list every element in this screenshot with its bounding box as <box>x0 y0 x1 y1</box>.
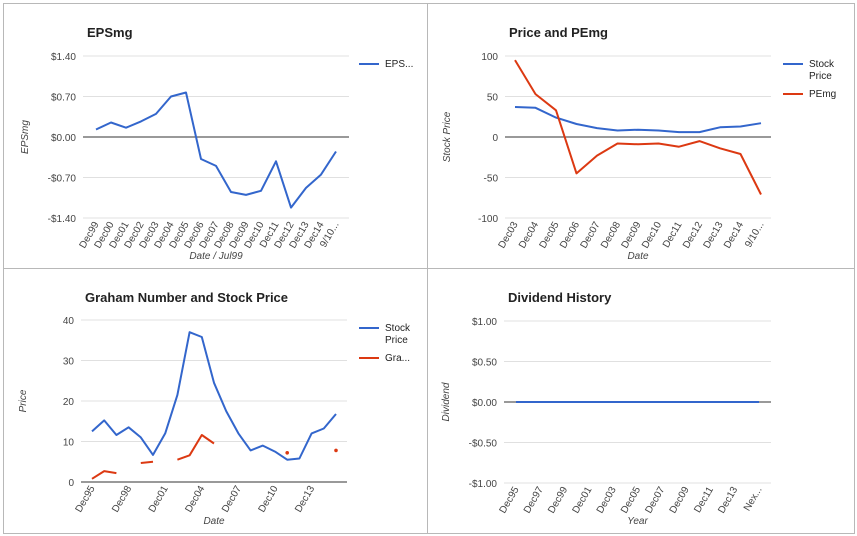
eps-chart-panel: EPSmg $1.40 $0.70 $0.00 -$0.70 -$1.40 EPSmg Dec… <box>3 3 428 269</box>
dividend-chart-panel: Dividend History $1.00 $0.50 $0.00 -$0.50 -$1… <box>427 268 855 534</box>
graham-chart-panel: Graham Number and Stock Price 40 30 20 10 0 Pr… <box>3 268 428 534</box>
legend-label: Price <box>809 71 832 82</box>
y-tick-label: $0.00 <box>51 133 76 144</box>
legend-label: Price <box>385 335 408 346</box>
price-pe-chart-panel: Price and PEmg 100 50 0 -50 -100 Stock Price De… <box>427 3 855 269</box>
x-tick-label: Dec10 <box>640 220 664 251</box>
chart-svg: Dividend History $1.00 $0.50 $0.00 -$0.50 -$1… <box>441 290 771 527</box>
chart-title: Dividend History <box>508 290 612 305</box>
x-tick-label: Dec05 <box>619 485 643 516</box>
x-tick-label: Dec99 <box>546 485 570 516</box>
y-tick-label: $0.00 <box>472 398 497 409</box>
chart-svg: EPSmg$1.40$0.70$0.00-$0.70-$1.40EPSmgDec… <box>20 25 413 262</box>
y-axis-label: Price <box>18 389 29 412</box>
y-tick-label: 0 <box>68 478 74 489</box>
x-tick-label: Dec01 <box>571 485 595 516</box>
x-tick-label: 9/10... <box>743 220 766 250</box>
y-tick-label: 40 <box>63 316 75 327</box>
x-axis-label: Date <box>203 516 225 527</box>
legend-label: Gra... <box>385 353 410 364</box>
y-axis-label: EPSmg <box>20 120 31 154</box>
y-tick-label: 50 <box>487 93 499 104</box>
x-tick-label: Dec14 <box>722 220 746 251</box>
x-tick-label: Dec04 <box>183 484 207 515</box>
y-tick-label: -$0.50 <box>469 439 498 450</box>
y-tick-label: $0.70 <box>51 93 76 104</box>
x-tick-label: Nex... <box>742 485 765 513</box>
y-axis-label: Dividend <box>441 382 452 421</box>
chart-title: EPSmg <box>87 25 133 40</box>
y-tick-label: -$1.40 <box>48 214 77 225</box>
y-axis-label: Stock Price <box>442 111 453 162</box>
x-axis-label: Date <box>627 251 649 262</box>
series-line <box>91 331 337 461</box>
legend-label: Stock <box>809 59 835 70</box>
y-tick-label: 20 <box>63 397 75 408</box>
x-tick-label: Dec97 <box>522 485 546 516</box>
y-tick-label: 30 <box>63 357 75 368</box>
series-line <box>95 91 337 209</box>
x-tick-label: Dec09 <box>668 485 692 516</box>
y-tick-label: $1.40 <box>51 52 76 63</box>
x-tick-label: Dec01 <box>147 484 171 515</box>
y-tick-label: -50 <box>484 174 499 185</box>
x-tick-label: Dec13 <box>716 485 740 516</box>
data-point <box>334 448 338 453</box>
legend-label: PEmg <box>809 89 836 100</box>
x-tick-label: Dec98 <box>110 484 134 515</box>
x-tick-label: Dec10 <box>257 484 281 515</box>
x-tick-label: Dec11 <box>692 485 716 515</box>
series-line <box>177 434 215 461</box>
chart-svg: Graham Number and Stock Price 40 30 20 10 0 Pr… <box>18 290 411 527</box>
y-tick-label: -$0.70 <box>48 174 77 185</box>
chart-title: Graham Number and Stock Price <box>85 290 288 305</box>
y-tick-label: 10 <box>63 438 75 449</box>
x-tick-label: Dec95 <box>74 484 98 515</box>
x-tick-label: Dec07 <box>220 484 244 515</box>
y-tick-label: -100 <box>478 214 498 225</box>
x-axis-label: Date / Jul99 <box>189 251 243 262</box>
y-tick-label: -$1.00 <box>469 479 498 490</box>
x-tick-label: Dec07 <box>643 485 667 516</box>
chart-title: Price and PEmg <box>509 25 608 40</box>
y-tick-label: 100 <box>481 52 498 63</box>
legend-label: EPS... <box>385 59 413 70</box>
y-tick-label: $0.50 <box>472 358 497 369</box>
y-tick-label: $1.00 <box>472 317 497 328</box>
x-tick-label: Dec95 <box>498 485 522 516</box>
series-line <box>514 59 762 195</box>
series-line <box>91 470 117 480</box>
y-tick-label: 0 <box>492 133 498 144</box>
series-line <box>514 106 762 134</box>
chart-svg: Price and PEmg 100 50 0 -50 -100 Stock Price De… <box>442 25 836 262</box>
x-tick-label: Dec03 <box>595 485 619 516</box>
series-line <box>140 460 154 464</box>
data-point <box>285 451 290 455</box>
x-axis-label: Year <box>627 516 648 527</box>
x-tick-label: Dec13 <box>293 484 317 515</box>
legend-label: Stock <box>385 323 411 334</box>
